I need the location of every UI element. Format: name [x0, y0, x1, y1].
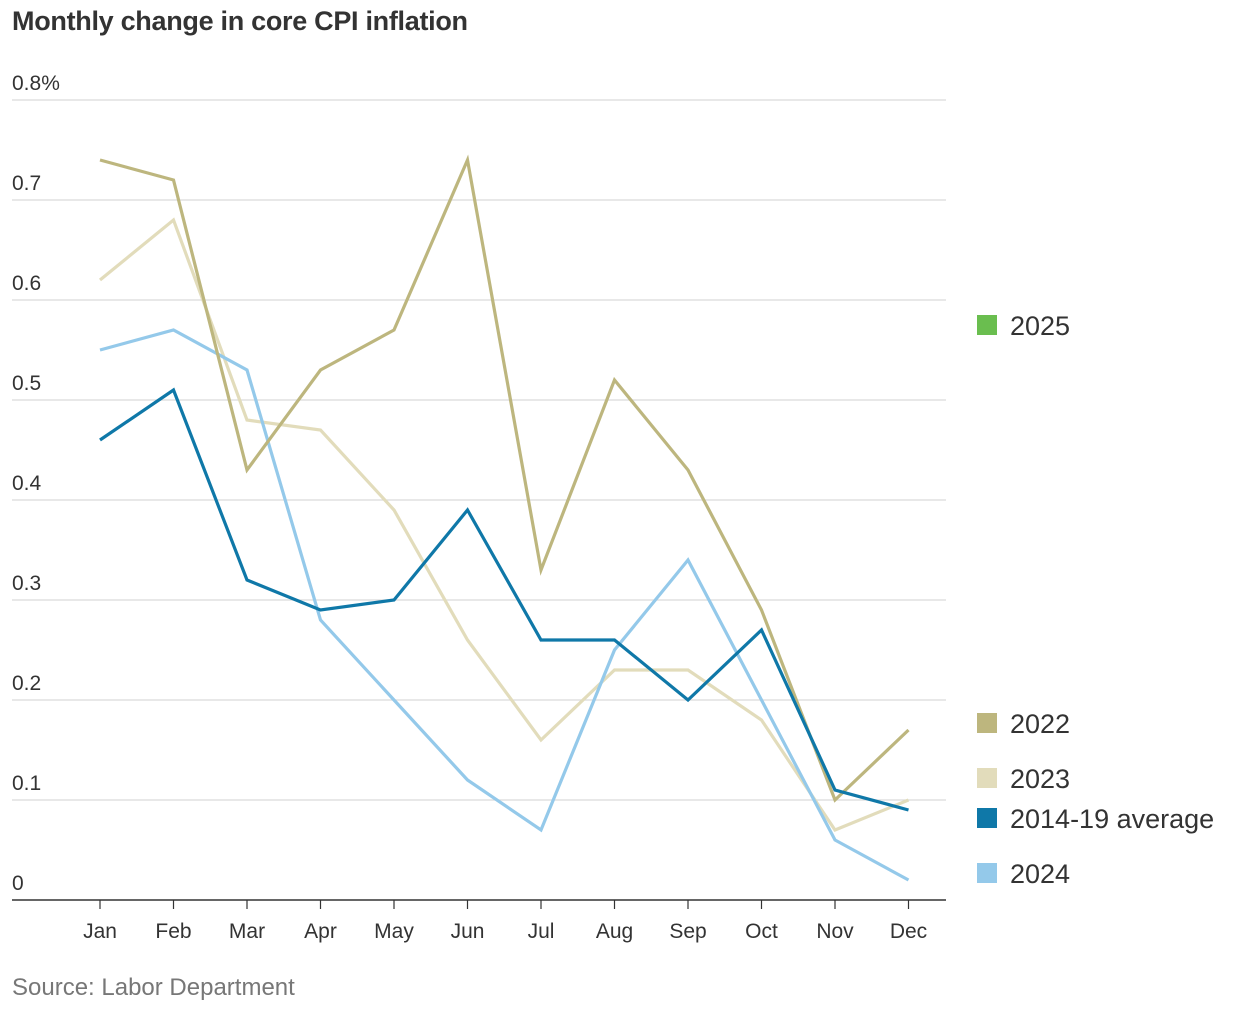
- legend-swatch: [977, 768, 997, 788]
- y-tick-label: 0.1: [12, 772, 41, 795]
- legend-swatch: [977, 808, 997, 828]
- legend: 2025 2022 2023 2014-19 average 2024: [977, 311, 1214, 889]
- y-tick-label: 0.6: [12, 272, 41, 295]
- chart-title: Monthly change in core CPI inflation: [12, 6, 468, 36]
- legend-label: 2025: [1010, 311, 1070, 341]
- x-tick-label: Nov: [816, 920, 854, 943]
- y-tick-label: 0.3: [12, 572, 41, 595]
- legend-swatch: [977, 863, 997, 883]
- legend-swatch: [977, 315, 997, 335]
- x-tick-label: Apr: [304, 920, 337, 943]
- y-tick-label: 0.5: [12, 372, 41, 395]
- x-tick-label: Jun: [451, 920, 485, 943]
- x-tick-label: May: [374, 920, 414, 943]
- x-tick-label: Aug: [596, 920, 633, 943]
- series-lines: [98, 154, 910, 882]
- y-tick-label: 0.2: [12, 672, 41, 695]
- legend-label: 2023: [1010, 764, 1070, 794]
- legend-label: 2024: [1010, 859, 1070, 889]
- x-tick-label: Jul: [528, 920, 555, 943]
- legend-swatch: [977, 713, 997, 733]
- series-line-2014-19-average: [99, 387, 909, 812]
- x-tick-label: Jan: [83, 920, 117, 943]
- x-tick-label: Mar: [229, 920, 265, 943]
- x-tick-label: Oct: [745, 920, 778, 943]
- x-axis-ticks: Jan Feb Mar Apr May Jun Jul Aug Sep Oct Nov Dec: [83, 900, 927, 943]
- y-tick-label: 0: [12, 872, 24, 895]
- y-tick-label: 0.4: [12, 472, 42, 495]
- series-line-2023: [98, 217, 910, 832]
- x-tick-label: Sep: [669, 920, 706, 943]
- series-line-2022: [99, 154, 910, 803]
- y-tick-label: 0.8%: [12, 72, 60, 95]
- legend-label: 2022: [1010, 709, 1070, 739]
- gridlines: [12, 99, 946, 901]
- x-tick-label: Feb: [155, 920, 191, 943]
- legend-label: 2014-19 average: [1010, 804, 1214, 834]
- series-line-2024: [99, 328, 910, 882]
- y-tick-label: 0.7: [12, 172, 41, 195]
- x-tick-label: Dec: [890, 920, 927, 943]
- source-note: Source: Labor Department: [12, 974, 295, 1001]
- y-axis-ticks: 0.8% 0.7 0.6 0.5 0.4 0.3 0.2 0.1 0: [12, 72, 60, 895]
